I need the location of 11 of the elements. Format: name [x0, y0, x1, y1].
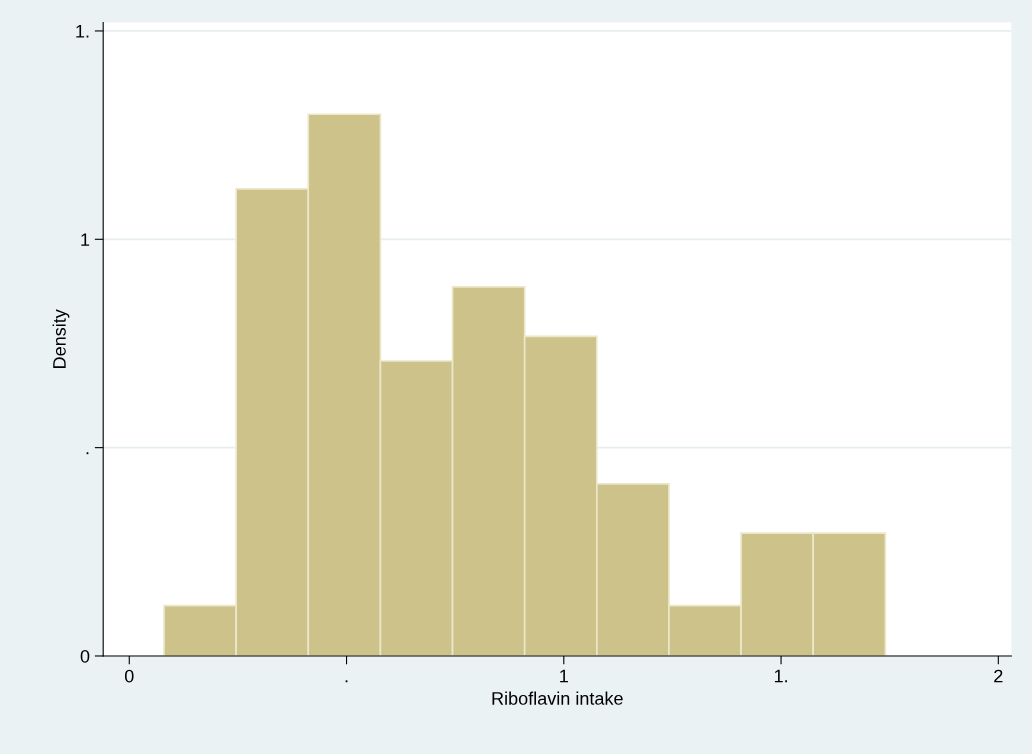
y-tick-label: 0 — [80, 649, 90, 663]
y-tick-label: 1. — [76, 25, 89, 38]
x-tick-label: 2 — [994, 669, 1003, 683]
x-tick-label: 1 — [560, 669, 568, 683]
x-tick-label: . — [345, 680, 348, 683]
y-axis-title: Density — [52, 309, 70, 368]
y-tick-label: . — [86, 452, 89, 455]
x-tick-label: 0 — [124, 669, 134, 683]
x-axis-title: Riboflavin intake — [492, 691, 623, 705]
x-tick-label: 1. — [774, 669, 787, 683]
y-tick-label: 1 — [81, 233, 90, 246]
